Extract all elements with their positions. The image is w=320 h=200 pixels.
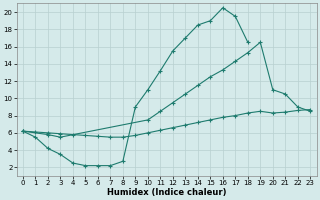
X-axis label: Humidex (Indice chaleur): Humidex (Indice chaleur) [107, 188, 226, 197]
